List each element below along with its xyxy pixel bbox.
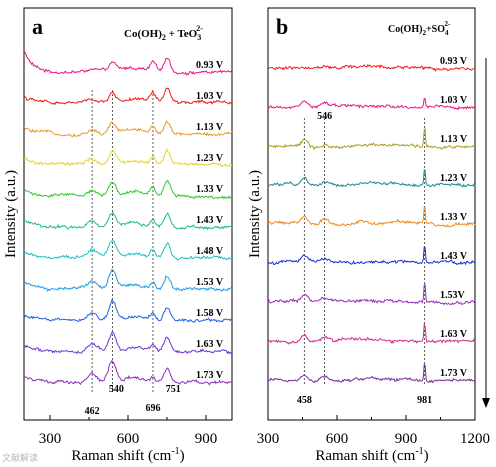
x-tick-label: 600: [117, 431, 140, 447]
spectrum-line: [23, 298, 233, 323]
direction-arrow-head: [482, 398, 490, 408]
voltage-label: 1.58 V: [196, 308, 224, 319]
panel-a-x-ticks: 300 600 900: [39, 415, 218, 447]
voltage-label: 1.33 V: [440, 212, 468, 223]
peak-label: 546: [317, 111, 332, 122]
voltage-label: 1.73 V: [196, 370, 224, 381]
voltage-label: 1.33 V: [196, 184, 224, 195]
x-tick-label: 600: [326, 431, 349, 447]
x-tick-label: 300: [39, 431, 62, 447]
panel-a-spectra: [23, 50, 233, 386]
panel-a-title: Co(OH)2 + TeO32-: [124, 24, 203, 42]
panel-a: 0.93 V 1.03 V 1.13 V 1.23 V 1.33 V 1.43 V 1.48…: [3, 7, 233, 464]
x-tick-label: 1200: [460, 431, 490, 447]
voltage-label: 1.13 V: [440, 134, 468, 145]
panel-b-x-label: Raman shift (cm-1): [315, 446, 428, 464]
spectrum-line: [24, 179, 233, 200]
voltage-label: 1.23 V: [196, 153, 224, 164]
spectrum-line: [267, 363, 476, 384]
spectrum-line: [267, 169, 476, 188]
spectrum-line: [23, 359, 233, 386]
voltage-label: 1.63 V: [440, 329, 468, 340]
voltage-label: 1.13 V: [196, 122, 224, 133]
spectrum-line: [267, 127, 475, 151]
voltage-label: 1.43 V: [196, 215, 224, 226]
voltage-label: 0.93 V: [196, 60, 224, 71]
spectrum-line: [23, 211, 233, 231]
voltage-label: 1.48 V: [196, 246, 224, 257]
voltage-label: 1.03 V: [440, 95, 468, 106]
spectrum-line: [23, 269, 233, 292]
voltage-label: 1.73 V: [440, 368, 468, 379]
spectrum-line: [267, 246, 476, 266]
spectrum-line: [267, 64, 476, 72]
peak-label: 696: [145, 403, 160, 414]
voltage-label: 1.53V: [440, 290, 466, 301]
spectrum-line: [267, 206, 476, 228]
spectrum-line: [267, 97, 476, 111]
panel-a-voltage-labels: 0.93 V 1.03 V 1.13 V 1.23 V 1.33 V 1.43 V 1.48…: [196, 60, 224, 381]
panel-b: 0.93 V 1.03 V 1.13 V 1.23 V 1.33 V 1.43 V 1.53…: [247, 7, 490, 464]
spectrum-line: [23, 331, 233, 355]
peak-label: 462: [85, 406, 100, 417]
watermark: 文献解读: [2, 454, 39, 464]
peak-label: 458: [297, 395, 312, 406]
spectrum-line: [23, 87, 233, 106]
voltage-label: 0.93 V: [440, 56, 468, 67]
panel-b-letter: b: [276, 14, 288, 39]
voltage-label: 1.63 V: [196, 339, 224, 350]
spectrum-line: [267, 322, 476, 345]
panel-a-letter: a: [32, 14, 43, 39]
peak-label: 981: [417, 395, 432, 406]
panel-b-spectra: [267, 64, 476, 384]
spectrum-line: [267, 283, 476, 306]
x-tick-label: 900: [395, 431, 418, 447]
panel-b-y-label: Intensity (a.u.): [247, 170, 263, 258]
panel-b-peak-labels: 458 546 981: [297, 111, 432, 406]
spectrum-line: [23, 240, 232, 261]
x-tick-label: 900: [195, 431, 218, 447]
spectrum-line: [23, 50, 233, 76]
panel-a-y-label: Intensity (a.u.): [3, 170, 19, 258]
spectrum-line: [23, 120, 233, 138]
peak-label: 540: [109, 384, 124, 395]
panel-a-x-label: Raman shift (cm-1): [71, 446, 184, 464]
peak-label: 751: [166, 384, 181, 395]
voltage-label: 1.23 V: [440, 173, 468, 184]
panel-a-peak-labels: 462 540 696 751: [85, 384, 181, 417]
panel-b-voltage-labels: 0.93 V 1.03 V 1.13 V 1.23 V 1.33 V 1.43 V 1.53…: [440, 56, 468, 379]
voltage-label: 1.43 V: [440, 251, 468, 262]
panel-b-x-ticks: 300 600 900 1200: [257, 415, 490, 447]
panel-b-reference-lines: [303, 118, 426, 386]
voltage-label: 1.53 V: [196, 277, 224, 288]
spectrum-line: [23, 148, 233, 168]
x-tick-label: 300: [257, 431, 280, 447]
voltage-label: 1.03 V: [196, 91, 224, 102]
panel-b-title: Co(OH)2+SO42-: [388, 20, 451, 37]
